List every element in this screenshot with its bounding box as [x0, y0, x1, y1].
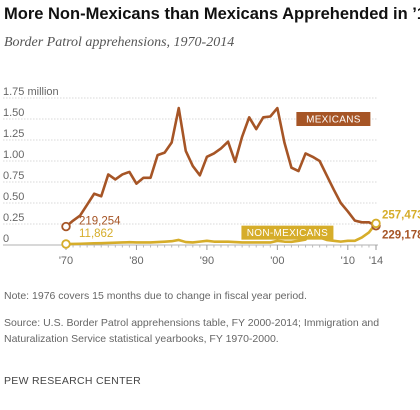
x-tick-label: '70	[59, 255, 73, 267]
non-mexicans-start-value: 11,862	[79, 228, 113, 240]
x-tick-label: '14	[369, 255, 383, 267]
chart-title: More Non-Mexicans than Mexicans Apprehen…	[4, 5, 420, 23]
y-tick-label: 0.25	[3, 212, 24, 224]
non-mexicans-series-label: NON-MEXICANS	[247, 228, 328, 239]
y-axis-ticks: 1.75 million 1.50 1.25 1.00 0.75 0.50 0.25 0	[3, 86, 59, 245]
chart-source: Source: U.S. Border Patrol apprehensions…	[4, 317, 380, 345]
y-tick-label: 0.50	[3, 191, 24, 203]
x-tick-label: '80	[129, 255, 143, 267]
y-tick-label: 1.25	[3, 128, 24, 140]
pew-research-footer: PEW RESEARCH CENTER	[4, 375, 141, 387]
y-tick-label: 1.00	[3, 149, 24, 161]
chart-note: Note: 1976 covers 15 months due to chang…	[4, 290, 307, 302]
mexicans-series-line	[65, 106, 377, 228]
data-point	[371, 218, 381, 229]
non-mexicans-series-label-box	[241, 225, 334, 240]
chart-subtitle: Border Patrol apprehensions, 1970-2014	[4, 35, 235, 50]
mexicans-series-label-box	[296, 112, 371, 126]
line-chart: 1.75 million 1.50 1.25 1.00 0.75 0.50 0.25 0 '7…	[3, 86, 420, 267]
y-tick-label: 0.75	[3, 170, 24, 182]
x-tick-label: '10	[341, 255, 355, 267]
data-point	[61, 221, 71, 232]
x-axis-ticks: '70 '80 '90 '00 '10 '14	[59, 245, 383, 267]
mexicans-series-label: MEXICANS	[306, 115, 361, 126]
y-tick-label: 0	[3, 233, 9, 245]
y-tick-label: 1.75 million	[3, 86, 59, 98]
mexicans-end-value: 229,178	[382, 230, 420, 242]
non-mexicans-end-value: 257,473	[382, 209, 420, 221]
y-tick-label: 1.50	[3, 107, 24, 119]
x-tick-label: '00	[270, 255, 284, 267]
data-point	[61, 239, 71, 249]
x-tick-label: '90	[200, 255, 214, 267]
mexicans-start-value: 219,254	[79, 216, 121, 228]
